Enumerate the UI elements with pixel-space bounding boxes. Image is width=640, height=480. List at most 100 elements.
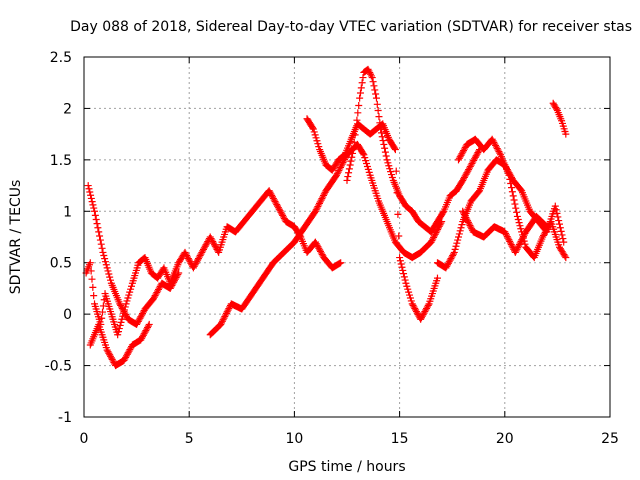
data-point <box>214 247 222 255</box>
data-point <box>493 145 501 153</box>
data-point <box>433 274 441 282</box>
data-point <box>452 242 460 250</box>
data-point <box>320 191 328 199</box>
data-point <box>265 187 273 195</box>
data-point <box>100 252 108 260</box>
data-point <box>182 250 190 258</box>
data-point <box>395 232 403 240</box>
y-tick-label: 0 <box>63 307 72 323</box>
data-point <box>428 237 436 245</box>
data-point <box>513 208 521 216</box>
data-point <box>398 263 406 271</box>
data-point <box>313 204 321 212</box>
y-tick-label: -0.5 <box>45 359 72 375</box>
data-point <box>514 216 522 224</box>
data-point <box>312 240 320 248</box>
data-point <box>517 186 525 194</box>
data-point <box>387 171 395 179</box>
data-point <box>98 244 106 252</box>
data-point <box>540 231 548 239</box>
data-point <box>190 262 198 270</box>
data-point <box>421 308 429 316</box>
data-point <box>105 270 113 278</box>
data-point <box>116 321 124 329</box>
data-point <box>90 204 98 212</box>
data-point <box>114 331 122 339</box>
data-point <box>377 125 385 133</box>
data-point <box>166 284 174 292</box>
data-point <box>472 152 480 160</box>
data-point <box>194 256 202 264</box>
data-point <box>267 190 275 198</box>
data-point <box>557 227 565 235</box>
data-point <box>127 282 135 290</box>
data-point <box>193 258 201 266</box>
data-point <box>351 131 359 139</box>
series-track-i <box>459 207 551 256</box>
data-point <box>344 173 352 181</box>
data-point <box>429 235 437 243</box>
x-tick-labels: 0 5 10 15 20 25 <box>80 431 619 447</box>
data-point <box>343 176 351 184</box>
data-point <box>516 239 524 247</box>
data-point <box>138 333 146 341</box>
data-point <box>315 143 323 151</box>
data-point <box>515 242 523 250</box>
data-point <box>332 171 340 179</box>
data-point <box>209 238 217 246</box>
data-point <box>510 196 518 204</box>
data-point <box>501 228 509 236</box>
data-point <box>189 264 197 272</box>
data-point <box>270 196 278 204</box>
data-point <box>471 155 479 163</box>
data-point <box>377 129 385 137</box>
data-point <box>137 313 145 321</box>
data-point <box>507 241 515 249</box>
data-point <box>372 94 380 102</box>
data-point <box>357 84 365 92</box>
data-point <box>203 239 211 247</box>
data-point <box>123 312 131 320</box>
data-point <box>413 309 421 317</box>
data-point <box>222 311 230 319</box>
data-point <box>358 79 366 87</box>
data-point <box>119 306 127 314</box>
data-point <box>208 236 216 244</box>
data-point <box>375 113 383 121</box>
data-point <box>562 254 570 262</box>
data-point <box>154 285 162 293</box>
data-point <box>211 242 219 250</box>
data-point <box>519 234 527 242</box>
data-point <box>495 148 503 156</box>
data-point <box>96 232 104 240</box>
data-point <box>394 210 402 218</box>
data-point <box>381 148 389 156</box>
data-point <box>97 240 105 248</box>
data-point <box>431 230 439 238</box>
data-point <box>386 165 394 173</box>
data-point <box>309 124 317 132</box>
data-point <box>125 291 133 299</box>
data-point <box>455 154 463 162</box>
data-point <box>411 304 419 312</box>
data-point <box>167 283 175 291</box>
data-point <box>107 352 115 360</box>
data-point <box>412 306 420 314</box>
data-point <box>470 156 478 164</box>
data-point <box>427 238 435 246</box>
data-point <box>313 137 321 145</box>
data-point <box>123 350 131 358</box>
data-point <box>91 207 99 215</box>
data-point <box>195 253 203 261</box>
x-axis-title: GPS time / hours <box>288 459 405 475</box>
data-point <box>334 168 342 176</box>
y-tick-label: 1 <box>63 204 72 220</box>
data-point <box>400 270 408 278</box>
data-point <box>349 146 357 154</box>
data-point <box>369 78 377 86</box>
data-point <box>465 220 473 228</box>
data-point <box>432 229 440 237</box>
data-point <box>546 219 554 227</box>
data-point <box>383 156 391 164</box>
